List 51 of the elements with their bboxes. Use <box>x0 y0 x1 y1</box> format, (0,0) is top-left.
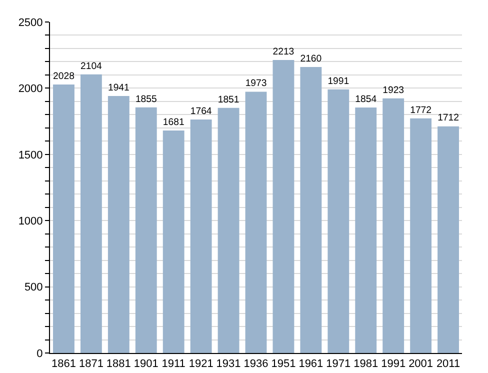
y-tick-label: 2000 <box>18 83 43 96</box>
data-label: 1772 <box>410 104 432 116</box>
data-label: 1764 <box>190 106 212 117</box>
y-tick-label: 1500 <box>18 149 43 162</box>
data-label: 2213 <box>272 46 294 58</box>
data-label: 1851 <box>218 94 240 106</box>
bar <box>410 118 432 353</box>
bar <box>190 119 212 353</box>
y-tick-label: 500 <box>24 282 43 294</box>
x-tick-label: 1971 <box>326 358 351 370</box>
bar <box>135 107 157 353</box>
x-tick-label: 1981 <box>354 358 378 370</box>
data-label: 1854 <box>355 94 378 105</box>
bar <box>218 108 240 353</box>
bar <box>328 89 350 353</box>
data-label: 1991 <box>328 76 350 87</box>
x-tick-label: 1871 <box>78 358 104 370</box>
data-label: 1712 <box>438 112 459 124</box>
data-label: 1973 <box>245 78 267 90</box>
x-tick-label: 1901 <box>134 358 158 370</box>
x-tick-label: 1921 <box>188 358 214 370</box>
data-label: 1923 <box>382 84 404 96</box>
bar <box>245 92 267 353</box>
x-tick-label: 1861 <box>51 358 76 370</box>
bar <box>300 67 322 353</box>
y-tick-label: 2500 <box>18 16 43 29</box>
x-tick-label: 1951 <box>271 358 296 370</box>
bar <box>438 126 459 353</box>
x-tick-label: 2011 <box>436 358 460 370</box>
x-tick-label: 2001 <box>408 358 434 370</box>
data-label: 1941 <box>108 82 130 94</box>
bar <box>80 74 102 353</box>
bar <box>53 84 74 353</box>
y-tick-label: 0 <box>36 348 43 360</box>
x-tick-label: 1911 <box>162 358 186 370</box>
data-label: 2104 <box>80 60 103 72</box>
x-tick-label: 1936 <box>244 358 268 370</box>
data-label: 2028 <box>53 70 74 82</box>
bar <box>108 96 130 353</box>
x-tick-label: 1991 <box>381 358 406 370</box>
x-tick-label: 1881 <box>106 358 131 370</box>
bar <box>162 130 184 353</box>
data-label: 1855 <box>135 94 157 105</box>
data-label: 2160 <box>300 53 322 64</box>
x-tick-label: 1961 <box>298 358 324 370</box>
data-label: 1681 <box>162 116 184 128</box>
y-tick-label: 1000 <box>18 215 43 228</box>
x-tick-label: 1931 <box>216 358 241 370</box>
bar <box>382 98 404 353</box>
bar <box>272 60 294 353</box>
bar <box>355 108 377 353</box>
